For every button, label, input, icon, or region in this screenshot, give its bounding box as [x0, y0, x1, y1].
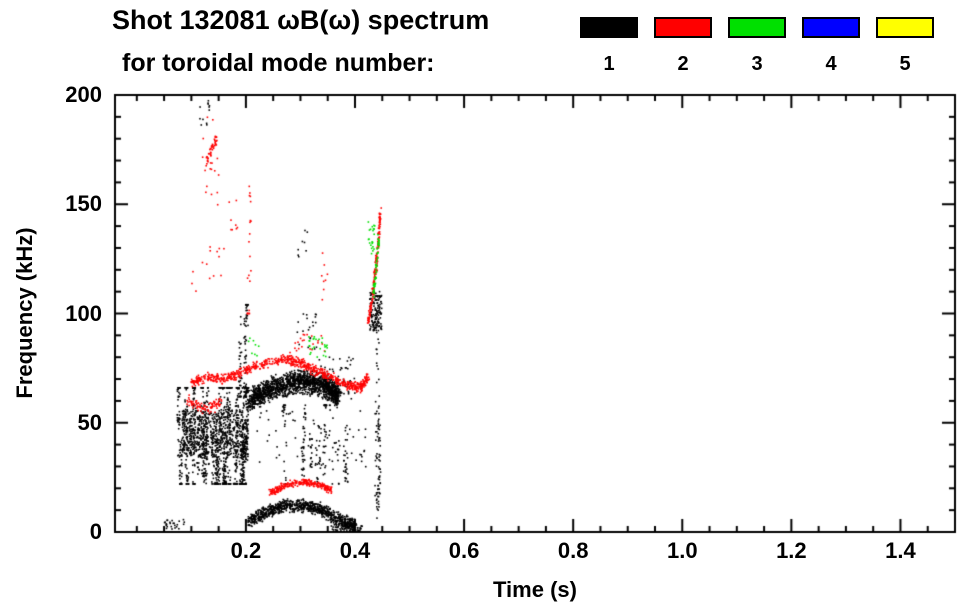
legend-swatch-5 [876, 17, 934, 38]
legend-swatch-3 [728, 17, 786, 38]
legend-number-2: 2 [677, 53, 689, 75]
y-tick-label: 50 [77, 409, 102, 435]
x-tick-label: 1.0 [666, 538, 698, 563]
y-tick-label: 100 [65, 300, 102, 326]
legend-swatch-1 [580, 17, 638, 38]
x-tick-label: 1.4 [885, 538, 916, 563]
legend-swatch-4 [802, 17, 860, 38]
chart-title: Shot 132081 ωB(ω) spectrum [112, 5, 490, 35]
x-tick-label: 0.2 [230, 538, 262, 563]
x-tick-label: 0.6 [448, 538, 480, 563]
y-tick-label: 200 [65, 82, 102, 107]
y-tick-label: 150 [65, 191, 102, 217]
y-axis-label: Frequency (kHz) [12, 227, 37, 399]
legend-swatch-2 [654, 17, 712, 38]
y-tick-label: 0 [89, 519, 102, 544]
x-axis-label: Time (s) [493, 577, 577, 602]
x-tick-label: 0.4 [339, 538, 371, 563]
x-tick-label: 0.8 [557, 538, 589, 563]
legend-number-5: 5 [899, 53, 911, 75]
x-tick-label: 1.2 [776, 538, 807, 563]
legend-number-3: 3 [751, 53, 763, 75]
chart-subtitle: for toroidal mode number: [122, 49, 435, 77]
legend-number-4: 4 [825, 53, 837, 75]
legend-number-1: 1 [603, 53, 615, 75]
